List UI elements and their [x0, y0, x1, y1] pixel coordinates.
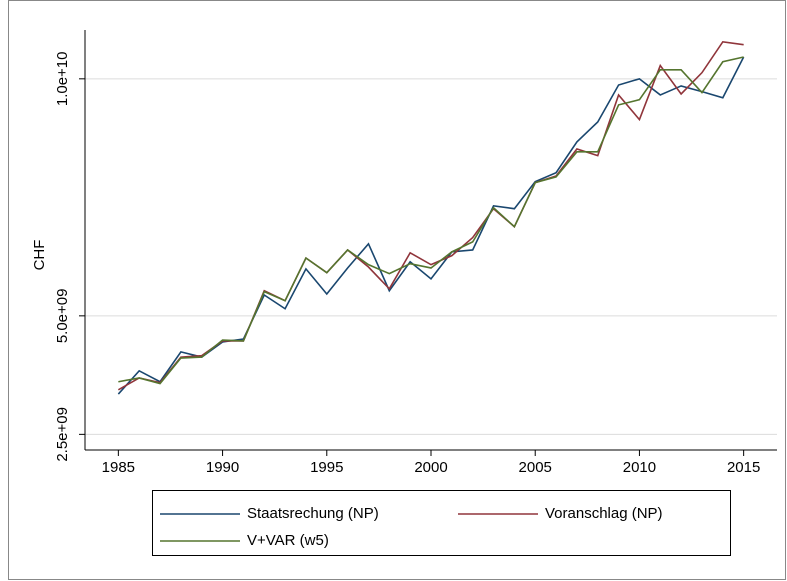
y-axis-label: CHF	[31, 240, 48, 271]
x-tick-label: 1990	[206, 459, 239, 476]
x-tick-label: 2010	[623, 459, 656, 476]
x-tick-label: 1995	[310, 459, 343, 476]
legend-label: Voranschlag (NP)	[545, 505, 663, 522]
x-tick-label: 2015	[727, 459, 760, 476]
y-tick-label: 1.0e+10	[54, 52, 71, 107]
frame	[8, 0, 786, 580]
x-tick-label: 2005	[519, 459, 552, 476]
x-tick-label: 1985	[102, 459, 135, 476]
legend-label: Staatsrechung (NP)	[247, 505, 379, 522]
y-tick-label: 2.5e+09	[54, 407, 71, 462]
y-tick-label: 5.0e+09	[54, 289, 71, 344]
legend-label: V+VAR (w5)	[247, 532, 329, 549]
legend-box	[152, 490, 731, 556]
series-line	[118, 56, 744, 385]
x-tick-label: 2000	[414, 459, 447, 476]
